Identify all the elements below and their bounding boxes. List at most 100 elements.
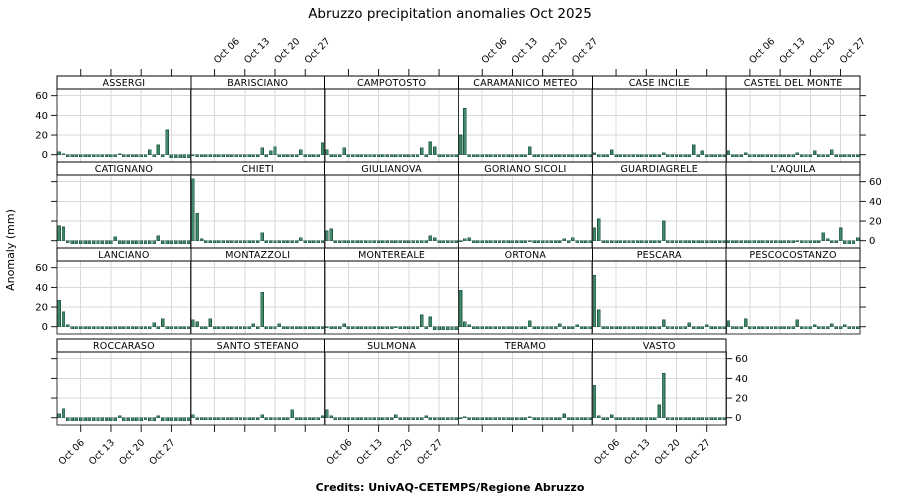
strip-label-vasto: VASTO — [643, 341, 676, 352]
panel-goriano-sicoli: GORIANO SICOLI — [457, 161, 593, 249]
x-tick-label-top: Oct 06 — [480, 36, 510, 66]
panel-roccaraso: ROCCARASO — [56, 338, 192, 426]
bars-castel-del-monte — [726, 149, 860, 158]
y-axis-right: 0 20 40 60 0 20 40 60 — [726, 95, 882, 424]
y-tick-label-left: 60 — [35, 263, 48, 274]
y-tick-label-left: 20 — [35, 303, 48, 314]
y-tick-label-left: 0 — [42, 322, 48, 333]
panel-barisciano: BARISCIANO — [190, 75, 326, 163]
strip-vasto: VASTO — [591, 338, 727, 353]
strip-goriano-sicoli: GORIANO SICOLI — [457, 161, 593, 176]
panel-guardiagrele: GUARDIAGRELE — [591, 161, 727, 249]
y-tick-label-left: 40 — [35, 283, 48, 294]
x-tick-label-bottom: Oct 13 — [355, 437, 385, 467]
strip-teramo: TERAMO — [457, 338, 593, 353]
panel-campotosto: CAMPOTOSTO — [324, 75, 460, 163]
bars-roccaraso — [57, 408, 191, 422]
strip-label-guardiagrele: GUARDIAGRELE — [620, 164, 698, 175]
x-tick-label-bottom: Oct 27 — [415, 437, 445, 467]
x-tick-label-top: Oct 20 — [808, 36, 838, 66]
y-tick-label-left: 40 — [35, 111, 48, 122]
panel-assergi: ASSERGI — [56, 75, 192, 163]
strip-montazzoli: MONTAZZOLI — [190, 247, 326, 262]
x-tick-label-top: Oct 13 — [242, 36, 272, 66]
x-tick-label-bottom: Oct 13 — [87, 437, 117, 467]
strip-pescocostanzo: PESCOCOSTANZO — [725, 247, 861, 262]
bars-lanciano — [57, 299, 191, 330]
strip-barisciano: BARISCIANO — [190, 75, 326, 90]
x-axis-top: Oct 06 Oct 13 Oct 20 Oct 27 Oct 06 Oct 13 Oct … — [80, 36, 868, 76]
panel-sulmona: SULMONA — [324, 338, 460, 426]
x-tick-label-bottom: Oct 06 — [57, 437, 87, 467]
strip-label-assergi: ASSERGI — [103, 78, 146, 89]
y-axis-left: 0 20 40 60 0 20 40 60 — [35, 91, 57, 419]
strip-label-roccaraso: ROCCARASO — [93, 341, 155, 352]
strip-ortona: ORTONA — [457, 247, 593, 262]
x-tick-label-bottom: Oct 27 — [683, 437, 713, 467]
strip-assergi: ASSERGI — [56, 75, 192, 90]
panel-montereale: MONTEREALE — [324, 247, 460, 335]
bars-montazzoli — [191, 291, 325, 330]
panel-ortona: ORTONA — [457, 247, 593, 335]
strip-label-ortona: ORTONA — [505, 250, 547, 261]
panel-vasto: VASTO — [591, 338, 727, 426]
panel-teramo: TERAMO — [457, 338, 593, 426]
y-tick-label-right: 40 — [869, 197, 882, 208]
bars-goriano-sicoli — [458, 237, 592, 244]
strip-label-giulianova: GIULIANOVA — [361, 164, 422, 175]
x-tick-label-bottom: Oct 06 — [592, 437, 622, 467]
strip-label-barisciano: BARISCIANO — [227, 78, 288, 89]
strip-label-case-incile: CASE INCILE — [629, 78, 690, 89]
bars-assergi — [57, 129, 191, 159]
y-tick-label-right: 60 — [869, 177, 882, 188]
strip-chieti: CHIETI — [190, 161, 326, 176]
strip-label-castel-del-monte: CASTEL DEL MONTE — [744, 78, 843, 89]
panel-chieti: CHIETI — [190, 161, 326, 249]
panel-caramanico-meteo: CARAMANICO METEO — [457, 75, 593, 163]
bars-barisciano — [191, 142, 325, 158]
chart-title: Abruzzo precipitation anomalies Oct 2025 — [308, 6, 592, 22]
bars-campotosto — [325, 141, 459, 158]
panel-giulianova: GIULIANOVA — [324, 161, 460, 249]
strip-label-goriano-sicoli: GORIANO SICOLI — [484, 164, 566, 175]
strip-case-incile: CASE INCILE — [591, 75, 727, 90]
strip-castel-del-monte: CASTEL DEL MONTE — [725, 75, 861, 90]
strip-label-catignano: CATIGNANO — [95, 164, 153, 175]
x-tick-label-top: Oct 20 — [272, 36, 302, 66]
y-tick-label-right: 20 — [869, 217, 882, 228]
strip-label-caramanico-meteo: CARAMANICO METEO — [473, 78, 577, 89]
strip-caramanico-meteo: CARAMANICO METEO — [457, 75, 593, 90]
x-tick-label-bottom: Oct 13 — [622, 437, 652, 467]
bars-case-incile — [592, 144, 726, 158]
strip-lanciano: LANCIANO — [56, 247, 192, 262]
bars-ortona — [458, 289, 592, 330]
strip-label-pescocostanzo: PESCOCOSTANZO — [749, 250, 836, 261]
strip-label-campotosto: CAMPOTOSTO — [357, 78, 426, 89]
panel-santo-stefano: SANTO STEFANO — [190, 338, 326, 426]
panel-catignano: CATIGNANO — [56, 161, 192, 249]
x-tick-label-bottom: Oct 27 — [147, 437, 177, 467]
strip-label-pescara: PESCARA — [637, 250, 682, 261]
strip-santo-stefano: SANTO STEFANO — [190, 338, 326, 353]
strip-giulianova: GIULIANOVA — [324, 161, 459, 176]
bars-caramanico-meteo — [458, 108, 592, 158]
y-tick-label-left: 20 — [35, 131, 48, 142]
strip-l-aquila: L'AQUILA — [725, 161, 861, 176]
x-tick-label-top: Oct 27 — [570, 36, 600, 66]
x-tick-label-top: Oct 27 — [303, 36, 333, 66]
x-tick-label-top: Oct 06 — [212, 36, 242, 66]
panel-pescocostanzo: PESCOCOSTANZO — [725, 247, 861, 335]
panel-l-aquila: L'AQUILA — [725, 161, 861, 249]
bars-chieti — [191, 178, 325, 244]
bars-sulmona — [325, 409, 459, 421]
strip-catignano: CATIGNANO — [56, 161, 192, 176]
y-tick-label-right: 0 — [869, 236, 875, 247]
panel-montazzoli: MONTAZZOLI — [190, 247, 326, 335]
x-tick-label-top: Oct 13 — [777, 36, 807, 66]
x-tick-label-top: Oct 13 — [510, 36, 540, 66]
x-tick-label-top: Oct 27 — [838, 36, 868, 66]
bars-santo-stefano — [191, 409, 325, 421]
panel-case-incile: CASE INCILE — [591, 75, 727, 163]
y-tick-label-right: 0 — [735, 413, 741, 424]
